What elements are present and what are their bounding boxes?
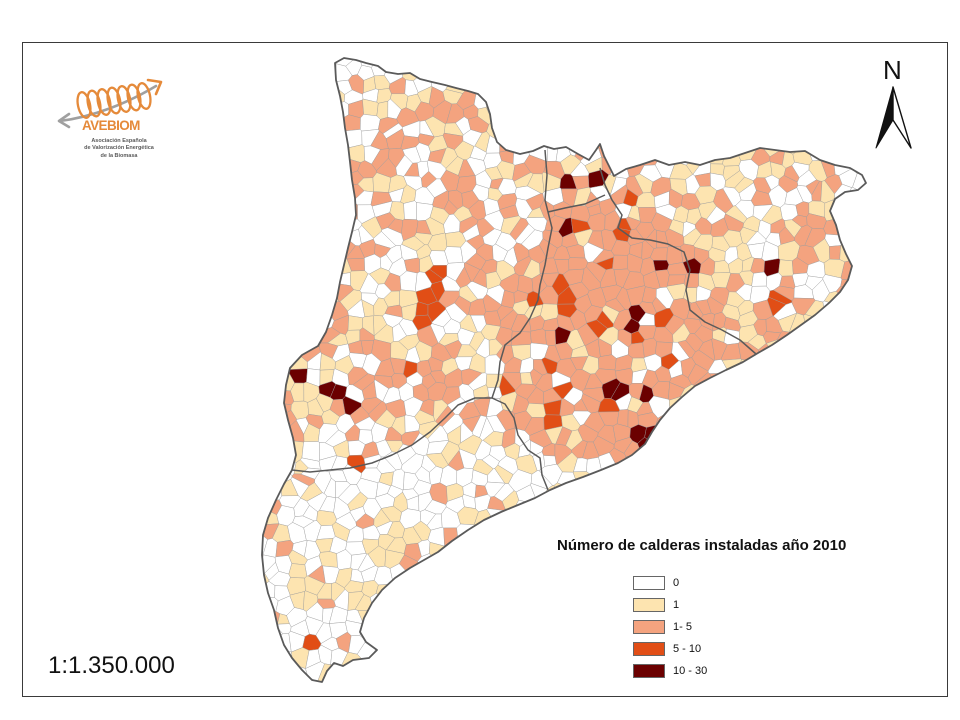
logo-arrow-line: [58, 84, 158, 123]
municipality: [316, 510, 337, 526]
municipality: [360, 114, 381, 132]
municipality: [403, 200, 417, 220]
municipality: [829, 245, 841, 260]
legend-swatch: [633, 576, 665, 590]
municipality: [832, 197, 854, 219]
legend-title: Número de calderas instaladas año 2010: [557, 537, 847, 554]
municipality: [288, 563, 308, 579]
municipality: [598, 354, 617, 371]
province-boundaries: [291, 149, 757, 491]
municipality: [444, 246, 464, 264]
municipality: [612, 254, 628, 270]
province-boundary: [599, 167, 757, 355]
municipality: [262, 522, 264, 548]
municipality: [331, 101, 349, 119]
legend-label: 10 - 30: [673, 665, 708, 677]
municipality: [317, 74, 337, 90]
legend-swatch: [633, 664, 665, 678]
province-boundary: [491, 397, 549, 491]
municipality: [318, 551, 338, 568]
municipality: [262, 512, 267, 529]
province-boundary: [547, 194, 606, 213]
municipality: [376, 100, 389, 120]
municipality: [586, 124, 605, 148]
municipality: [262, 483, 282, 501]
municipality: [315, 58, 337, 69]
municipality: [469, 74, 490, 94]
legend-label: 5 - 10: [673, 643, 702, 655]
map-scale: 1:1.350.000: [48, 652, 175, 679]
municipality: [322, 63, 337, 80]
legend-item: 1- 5: [633, 620, 753, 634]
province-boundary: [491, 149, 553, 399]
legend-item: 0: [633, 576, 753, 590]
legend-item: 10 - 30: [633, 664, 753, 678]
north-arrow-left-half: [875, 86, 894, 149]
map-frame: [22, 42, 948, 697]
municipality: [738, 359, 755, 372]
catalonia-outline: [261, 57, 867, 683]
municipality: [822, 300, 842, 318]
municipality: [544, 329, 557, 347]
legend-swatch: [633, 598, 665, 612]
municipality: [605, 298, 626, 313]
municipalities-layer: [262, 58, 866, 682]
municipality: [538, 130, 555, 149]
municipality: [751, 271, 768, 287]
logo-subtitle-line: Asociación Española: [91, 138, 147, 144]
logo-subtitle-line: de la Biomasa: [100, 152, 138, 159]
avebiom-logo-icon: [57, 78, 163, 129]
legend-item: 5 - 10: [633, 642, 753, 656]
legend-swatch: [633, 620, 665, 634]
municipality: [301, 329, 321, 347]
logo-name: AVEBIOM: [82, 118, 140, 133]
municipality: [723, 328, 740, 345]
logo-coil: [76, 82, 152, 119]
catalonia-map: [261, 57, 867, 683]
municipality: [778, 259, 794, 277]
province-boundary: [291, 397, 492, 473]
municipality: [652, 260, 670, 272]
municipality: [530, 328, 547, 345]
municipality: [553, 482, 573, 501]
logo-subtitle: Asociación Española de Valorización Ener…: [72, 138, 166, 160]
logo-subtitle-line: de Valorización Energética: [84, 145, 154, 152]
municipality: [777, 330, 796, 351]
municipality: [666, 246, 684, 266]
north-label: N: [883, 55, 902, 85]
legend-label: 1- 5: [673, 621, 692, 633]
municipality: [305, 661, 325, 682]
municipality: [371, 59, 387, 77]
logo-arrow-head-right: [146, 78, 163, 96]
municipality: [262, 545, 264, 581]
legend-swatch: [633, 642, 665, 656]
legend-label: 0: [673, 577, 680, 589]
north-arrow-icon: [875, 86, 912, 149]
legend-item: 1: [633, 598, 753, 612]
legend-label: 1: [673, 599, 680, 611]
municipality: [709, 373, 728, 390]
north-arrow-right-half: [892, 86, 912, 149]
municipality: [331, 58, 356, 67]
municipality: [792, 145, 813, 166]
municipality: [627, 342, 645, 359]
municipality: [655, 414, 679, 432]
municipality: [347, 315, 363, 331]
logo-arrow-head-left: [57, 112, 71, 129]
